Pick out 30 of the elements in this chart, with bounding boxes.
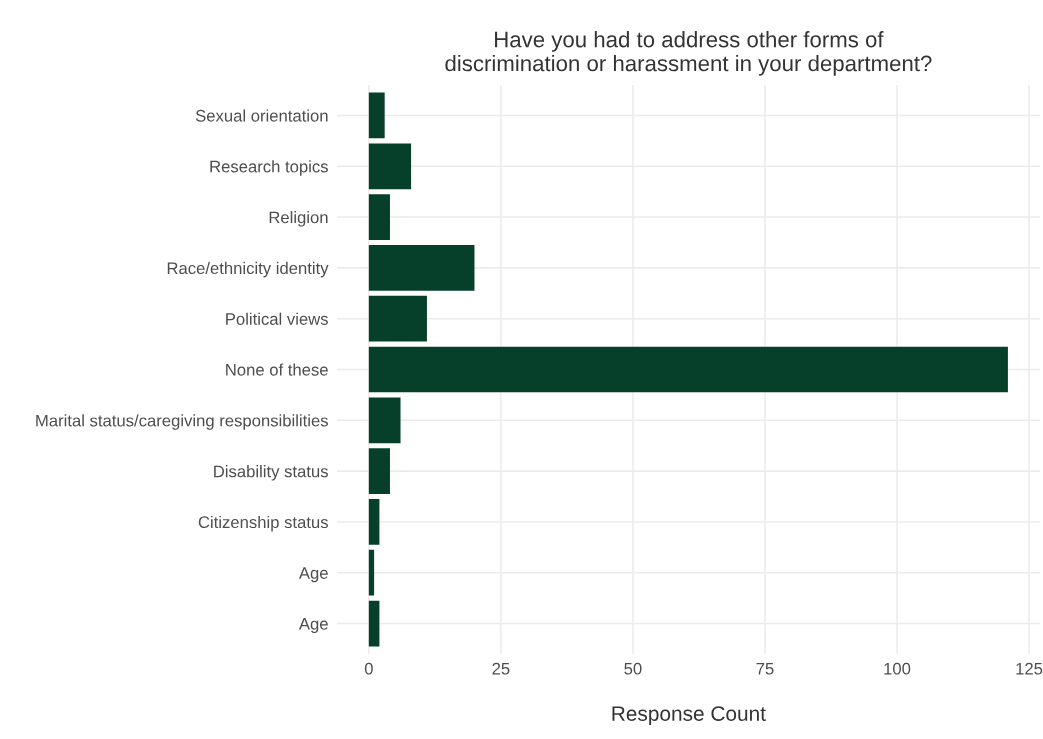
y-tick-label: Age [298,618,328,634]
chart-title: Have you had to address other forms of discrimination or harassment in your department? [445,31,932,76]
y-tick-label: Sexual orientation [195,109,328,122]
y-tick-label: Political views [226,312,328,325]
y-tick-label: Marital status/caregiving responsibilities [36,414,328,430]
bar [368,448,390,494]
bar [368,346,1008,393]
bar [368,600,380,647]
y-tick-label: Citizenship status [198,515,328,532]
bar [368,194,390,240]
x-tick-label: 0 [364,662,373,675]
y-tick-label: Age [298,567,328,583]
x-axis-title: Response Count [612,706,766,726]
bar [368,499,380,545]
bar [368,549,375,596]
y-tick-label: Race/ethnicity identity [167,261,329,278]
x-tick-label: 75 [756,662,774,675]
y-tick-label: Research topics [210,160,328,176]
bar [368,295,427,342]
x-tick-label: 50 [624,662,642,675]
bar [368,92,385,139]
x-tick-label: 125 [1016,662,1043,675]
bar [368,245,475,291]
x-tick-label: 25 [492,662,510,675]
y-tick-label: None of these [226,363,328,376]
bar [368,143,412,190]
y-tick-label: Disability status [214,465,328,481]
x-tick-label: 100 [884,662,911,675]
y-tick-label: Religion [269,211,328,227]
bar [368,397,401,444]
